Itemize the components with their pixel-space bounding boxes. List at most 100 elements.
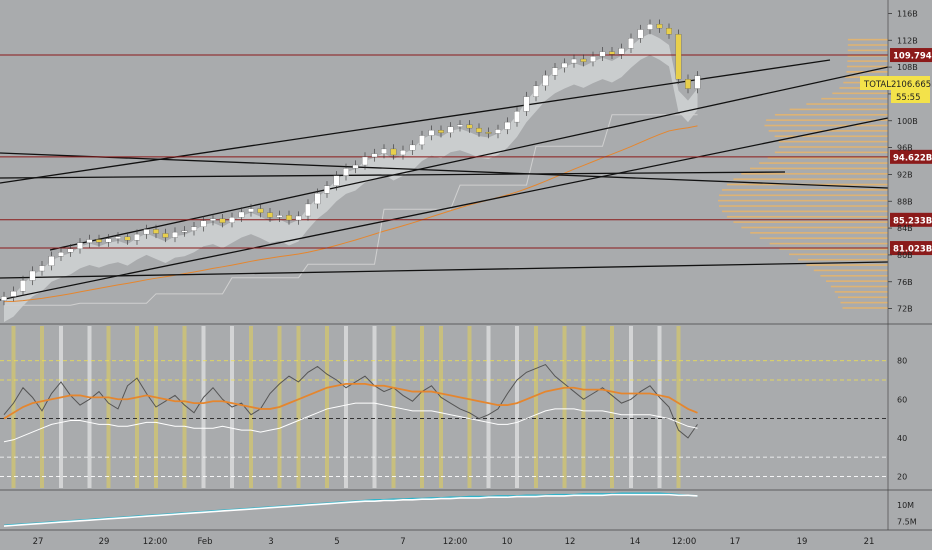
- candle-body: [675, 34, 682, 80]
- candle-body: [571, 58, 577, 64]
- profile-bar: [718, 199, 888, 202]
- candle-body: [400, 150, 406, 156]
- profile-bar: [837, 296, 888, 299]
- candle-body: [1, 296, 7, 301]
- profile-bar: [778, 146, 888, 148]
- candle-body: [305, 203, 311, 217]
- price-tick-label: 112B: [897, 36, 918, 45]
- profile-bar: [722, 189, 888, 191]
- price-tick-label: 88B: [897, 197, 913, 206]
- level-label: 85.233B: [893, 216, 932, 226]
- profile-bar: [834, 291, 888, 293]
- signal-stripe: [325, 326, 329, 488]
- profile-bar: [847, 44, 888, 46]
- candle-body: [390, 148, 397, 156]
- price-tick-label: 116B: [897, 9, 918, 18]
- profile-bar: [766, 119, 888, 121]
- candle-body: [58, 252, 64, 257]
- time-tick-label: 12: [565, 537, 576, 547]
- candle-body: [561, 62, 568, 68]
- profile-bar: [820, 274, 888, 277]
- candle-body: [457, 124, 463, 127]
- candle-body: [248, 208, 254, 213]
- candle-body: [219, 218, 226, 223]
- profile-bar: [789, 108, 888, 111]
- signal-stripe: [562, 326, 567, 488]
- trendline: [0, 261, 889, 279]
- indicator-tick-label: 60: [897, 395, 907, 404]
- profile-bar: [767, 156, 888, 159]
- candle-body: [162, 233, 169, 238]
- candle-body: [295, 215, 302, 221]
- profile-bar: [764, 124, 888, 127]
- signal-stripe: [581, 326, 586, 488]
- candle-body: [333, 175, 340, 186]
- trendlines: [0, 59, 889, 301]
- signal-stripe: [87, 326, 92, 488]
- profile-bar: [826, 280, 888, 282]
- candle-body: [115, 236, 121, 239]
- candle-body: [143, 229, 150, 235]
- level-label: 81.023B: [893, 245, 932, 255]
- candle-body: [514, 111, 520, 123]
- profile-bar: [750, 232, 888, 234]
- indicator-line: [3, 363, 698, 439]
- candle-body: [20, 280, 26, 292]
- candle-body: [39, 265, 45, 272]
- signal-stripe: [629, 326, 633, 488]
- time-tick-label: 14: [630, 537, 641, 547]
- profile-bar: [779, 248, 888, 250]
- candle-body: [609, 51, 615, 55]
- candle-body: [438, 129, 444, 133]
- indicator-panel: 80 60 40 20: [0, 326, 907, 488]
- candle-body: [324, 185, 330, 194]
- trendline: [0, 152, 889, 189]
- signal-stripe: [534, 326, 538, 488]
- profile-bar: [842, 307, 888, 309]
- instrument-label: TOTAL2: [863, 80, 896, 90]
- last-price-tag-bg: [860, 76, 930, 90]
- profile-bar: [806, 264, 888, 266]
- profile-bar: [806, 103, 888, 105]
- candle-body: [286, 215, 292, 221]
- candle-body: [618, 48, 625, 55]
- candle-body: [466, 124, 473, 129]
- candle-body: [542, 74, 549, 87]
- signal-stripe: [344, 326, 348, 488]
- profile-bar: [774, 113, 888, 116]
- candle-body: [238, 211, 245, 218]
- candle-body: [504, 121, 511, 130]
- countdown-tag-bg: [891, 90, 930, 103]
- candle-body: [580, 58, 587, 62]
- candle-body: [96, 239, 102, 243]
- candle-body: [476, 127, 482, 133]
- candle-body: [191, 226, 197, 231]
- candle-body: [381, 148, 387, 154]
- candle-body: [153, 229, 159, 234]
- lower-panel-tick-label: 7.5M: [897, 517, 917, 526]
- level-label-bg: [890, 241, 932, 256]
- time-tick-label: 29: [99, 537, 110, 547]
- profile-bar: [847, 49, 888, 52]
- profile-bar: [749, 167, 888, 170]
- candle-body: [685, 79, 691, 89]
- candle-body: [533, 85, 539, 97]
- time-tick-label: 27: [33, 537, 44, 547]
- signal-stripe: [106, 326, 111, 488]
- signal-stripe: [439, 326, 443, 488]
- signal-stripe: [657, 326, 662, 488]
- profile-bar: [830, 285, 888, 288]
- candle-body: [134, 233, 140, 241]
- lower-panel-tick-label: 10M: [897, 501, 914, 510]
- candle-body: [86, 239, 93, 243]
- profile-bar: [813, 269, 888, 272]
- candle-body: [447, 126, 454, 133]
- candle-body: [267, 212, 273, 218]
- signal-stripe: [40, 326, 44, 488]
- profile-bar: [774, 151, 888, 154]
- signal-stripe: [182, 326, 187, 488]
- indicator-tick-label: 40: [897, 434, 907, 443]
- candle-body: [77, 242, 83, 250]
